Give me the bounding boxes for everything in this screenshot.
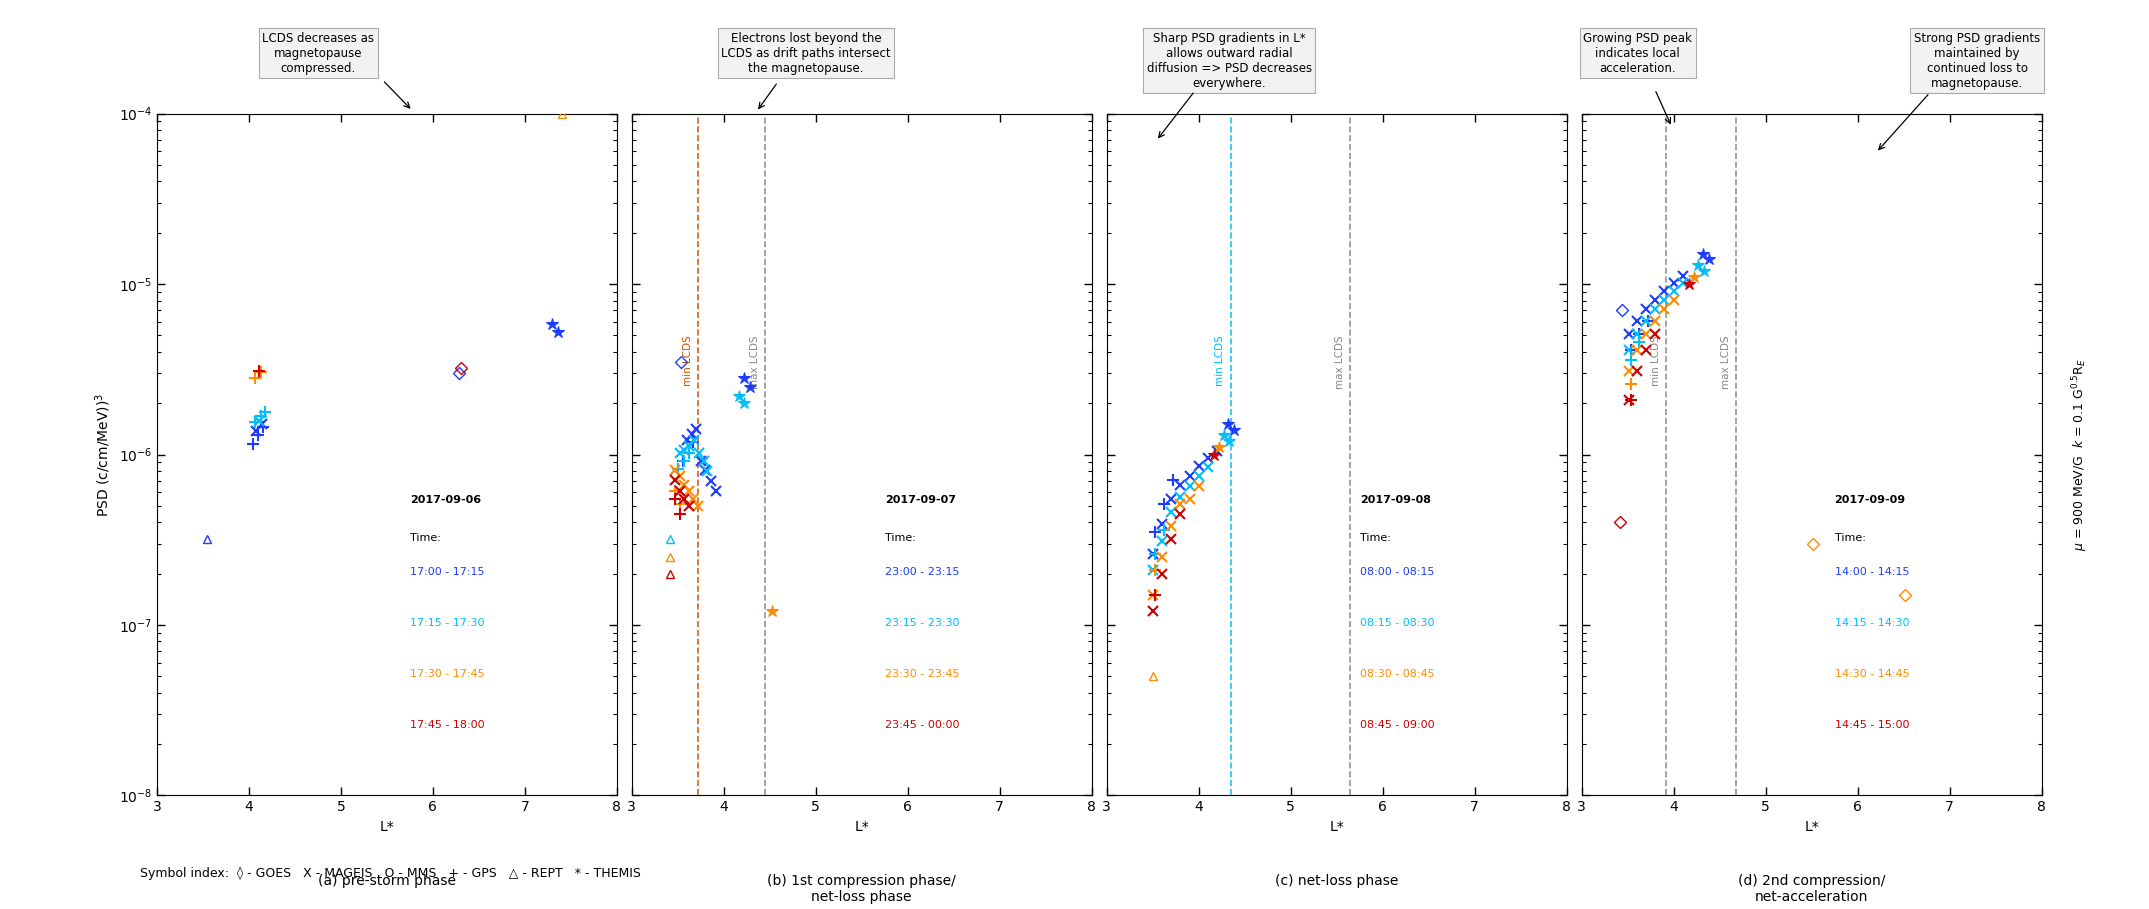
Text: 08:00 - 08:15: 08:00 - 08:15	[1360, 567, 1433, 577]
Text: Electrons lost beyond the
LCDS as drift paths intersect
the magnetopause.: Electrons lost beyond the LCDS as drift …	[722, 32, 890, 75]
Text: (c) net-loss phase: (c) net-loss phase	[1274, 874, 1399, 888]
Text: max LCDS: max LCDS	[1335, 335, 1345, 389]
Text: 17:45 - 18:00: 17:45 - 18:00	[410, 720, 484, 731]
Text: 2017-09-06: 2017-09-06	[410, 495, 481, 505]
X-axis label: L*: L*	[1330, 820, 1343, 834]
Text: 2017-09-07: 2017-09-07	[885, 495, 956, 505]
Text: Strong PSD gradients
maintained by
continued loss to
magnetopause.: Strong PSD gradients maintained by conti…	[1915, 32, 2039, 90]
Text: 14:30 - 14:45: 14:30 - 14:45	[1835, 669, 1908, 679]
Text: $\mu$ = 900 MeV/G  $k$ = 0.1 G$^{0.5}$R$_E$: $\mu$ = 900 MeV/G $k$ = 0.1 G$^{0.5}$R$_…	[2069, 358, 2091, 551]
Text: 23:30 - 23:45: 23:30 - 23:45	[885, 669, 958, 679]
Text: 23:15 - 23:30: 23:15 - 23:30	[885, 618, 958, 628]
Text: (a) pre-storm phase: (a) pre-storm phase	[318, 874, 456, 888]
Text: max LCDS: max LCDS	[750, 335, 759, 389]
Text: 17:00 - 17:15: 17:00 - 17:15	[410, 567, 484, 577]
Text: 08:45 - 09:00: 08:45 - 09:00	[1360, 720, 1433, 731]
Text: min LCDS: min LCDS	[683, 335, 692, 386]
Text: LCDS decreases as
magnetopause
compressed.: LCDS decreases as magnetopause compresse…	[262, 32, 374, 75]
Text: (d) 2nd compression/
net-acceleration: (d) 2nd compression/ net-acceleration	[1739, 874, 1885, 904]
Text: (b) 1st compression phase/
net-loss phase: (b) 1st compression phase/ net-loss phas…	[767, 874, 956, 904]
Text: Growing PSD peak
indicates local
acceleration.: Growing PSD peak indicates local acceler…	[1584, 32, 1691, 75]
Text: Sharp PSD gradients in L*
allows outward radial
diffusion => PSD decreases
every: Sharp PSD gradients in L* allows outward…	[1148, 32, 1311, 90]
X-axis label: L*: L*	[855, 820, 868, 834]
X-axis label: L*: L*	[1805, 820, 1818, 834]
Text: 2017-09-09: 2017-09-09	[1835, 495, 1906, 505]
Text: max LCDS: max LCDS	[1721, 335, 1730, 389]
Text: 08:30 - 08:45: 08:30 - 08:45	[1360, 669, 1433, 679]
Text: Time:: Time:	[885, 533, 915, 543]
Text: 17:30 - 17:45: 17:30 - 17:45	[410, 669, 484, 679]
Text: Time:: Time:	[1360, 533, 1390, 543]
Text: 08:15 - 08:30: 08:15 - 08:30	[1360, 618, 1433, 628]
Y-axis label: PSD (c/cm/MeV))$^3$: PSD (c/cm/MeV))$^3$	[92, 393, 114, 516]
Text: Time:: Time:	[1835, 533, 1865, 543]
Text: Symbol index:  ◊ - GOES   X - MAGEIS   O - MMS   + - GPS   △ - REPT   * - THEMIS: Symbol index: ◊ - GOES X - MAGEIS O - MM…	[140, 866, 640, 880]
Text: min LCDS: min LCDS	[1216, 335, 1225, 386]
Text: 23:00 - 23:15: 23:00 - 23:15	[885, 567, 958, 577]
Text: 17:15 - 17:30: 17:15 - 17:30	[410, 618, 484, 628]
X-axis label: L*: L*	[380, 820, 393, 834]
Text: min LCDS: min LCDS	[1650, 335, 1661, 386]
Text: 2017-09-08: 2017-09-08	[1360, 495, 1431, 505]
Text: 14:45 - 15:00: 14:45 - 15:00	[1835, 720, 1908, 731]
Text: 14:00 - 14:15: 14:00 - 14:15	[1835, 567, 1908, 577]
Text: 14:15 - 14:30: 14:15 - 14:30	[1835, 618, 1908, 628]
Text: Time:: Time:	[410, 533, 441, 543]
Text: 23:45 - 00:00: 23:45 - 00:00	[885, 720, 958, 731]
